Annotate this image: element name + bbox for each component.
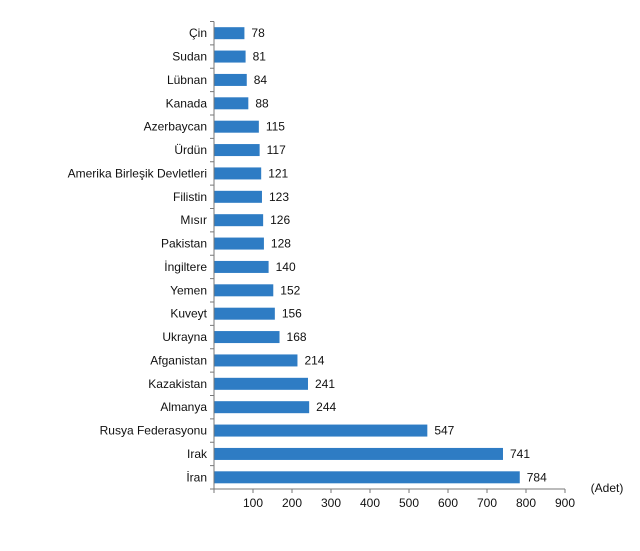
bar <box>214 331 280 344</box>
bar <box>214 424 428 437</box>
data-label: 156 <box>282 307 302 321</box>
category-label: İngiltere <box>164 260 207 274</box>
category-label: Afganistan <box>150 353 207 367</box>
data-label: 84 <box>254 73 268 87</box>
data-label: 168 <box>287 330 307 344</box>
data-label: 547 <box>434 424 454 438</box>
category-label: Yemen <box>170 283 207 297</box>
data-label: 140 <box>276 260 296 274</box>
data-label: 741 <box>510 447 530 461</box>
data-label: 121 <box>268 166 288 180</box>
bar <box>214 447 503 460</box>
x-tick-label: 600 <box>438 496 458 510</box>
data-label: 128 <box>271 237 291 251</box>
bar <box>214 307 275 320</box>
data-label: 784 <box>527 470 547 484</box>
data-label: 78 <box>251 26 265 40</box>
bar <box>214 97 249 110</box>
category-label: Mısır <box>180 213 207 227</box>
category-label: Pakistan <box>161 237 207 251</box>
category-label: Lübnan <box>167 73 207 87</box>
bar <box>214 401 310 414</box>
bar <box>214 73 247 86</box>
category-label: Kuveyt <box>170 307 207 321</box>
data-label: 244 <box>316 400 336 414</box>
bar <box>214 260 269 273</box>
data-label: 241 <box>315 377 335 391</box>
data-label: 152 <box>280 283 300 297</box>
category-label: Almanya <box>160 400 207 414</box>
data-label: 214 <box>304 353 324 367</box>
data-label: 117 <box>267 143 286 157</box>
x-tick-label: 900 <box>555 496 575 510</box>
category-label: Kazakistan <box>148 377 207 391</box>
x-tick-label: 700 <box>477 496 497 510</box>
bar <box>214 27 245 40</box>
bar <box>214 377 308 390</box>
x-tick-label: 400 <box>360 496 380 510</box>
data-label: 88 <box>255 96 269 110</box>
category-label: Irak <box>187 447 208 461</box>
category-label: Kanada <box>166 96 208 110</box>
category-label: Ürdün <box>174 143 207 157</box>
unit-label: (Adet) <box>591 481 624 495</box>
x-tick-label: 100 <box>243 496 263 510</box>
data-label: 115 <box>266 120 285 134</box>
category-label: İran <box>186 470 207 484</box>
category-label: Ukrayna <box>162 330 207 344</box>
bar <box>214 190 262 203</box>
x-tick-label: 500 <box>399 496 419 510</box>
data-label: 123 <box>269 190 289 204</box>
category-label: Filistin <box>173 190 207 204</box>
bar <box>214 354 298 367</box>
category-label: Rusya Federasyonu <box>100 424 207 438</box>
bar <box>214 167 262 180</box>
bar <box>214 214 264 227</box>
data-label: 81 <box>253 50 267 64</box>
x-tick-label: 300 <box>321 496 341 510</box>
category-label: Azerbaycan <box>144 120 207 134</box>
bar <box>214 50 246 63</box>
category-label: Çin <box>189 26 207 40</box>
bar <box>214 120 259 133</box>
x-tick-label: 800 <box>516 496 536 510</box>
category-label: Amerika Birleşik Devletleri <box>68 166 207 180</box>
category-label: Sudan <box>172 50 207 64</box>
bar <box>214 237 264 250</box>
bar <box>214 144 260 157</box>
bar <box>214 284 274 297</box>
data-label: 126 <box>270 213 290 227</box>
bar <box>214 471 520 484</box>
x-tick-label: 200 <box>282 496 302 510</box>
